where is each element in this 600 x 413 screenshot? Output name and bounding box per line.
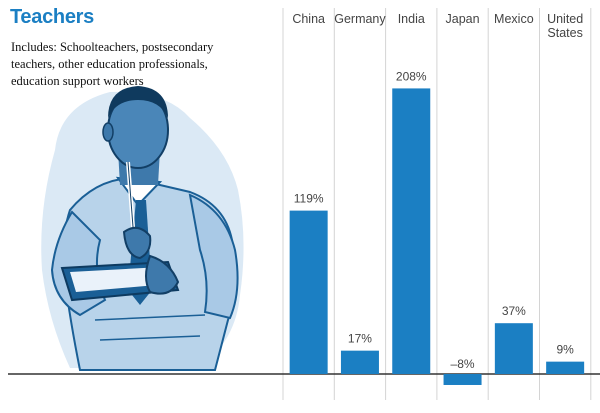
category-label: Germany [334,12,386,26]
description-line-2: teachers, other education professionals, [11,57,208,71]
category-label: China [292,12,325,26]
category-label: Japan [446,12,480,26]
category-label: India [398,12,425,26]
bar-6 [546,361,585,374]
category-label: United [547,12,583,26]
value-label: 208% [396,69,427,83]
bar-4 [443,374,482,385]
description-line-3: education support workers [11,74,144,88]
bar-2 [340,350,379,374]
bar-3 [392,88,431,374]
bar-1 [289,210,328,374]
category-label: Mexico [494,12,534,26]
value-label: 9% [556,343,574,357]
value-label: 17% [348,332,372,346]
value-label: –8% [451,357,475,371]
description-line-1: Includes: Schoolteachers, postsecondary [11,40,214,54]
bar-5 [494,323,533,374]
value-label: 119% [294,192,324,206]
chart-description: Includes: Schoolteachers, postsecondary … [11,39,261,90]
chart-title: Teachers [10,6,94,28]
category-label: States [547,26,582,40]
value-label: 37% [502,304,526,318]
